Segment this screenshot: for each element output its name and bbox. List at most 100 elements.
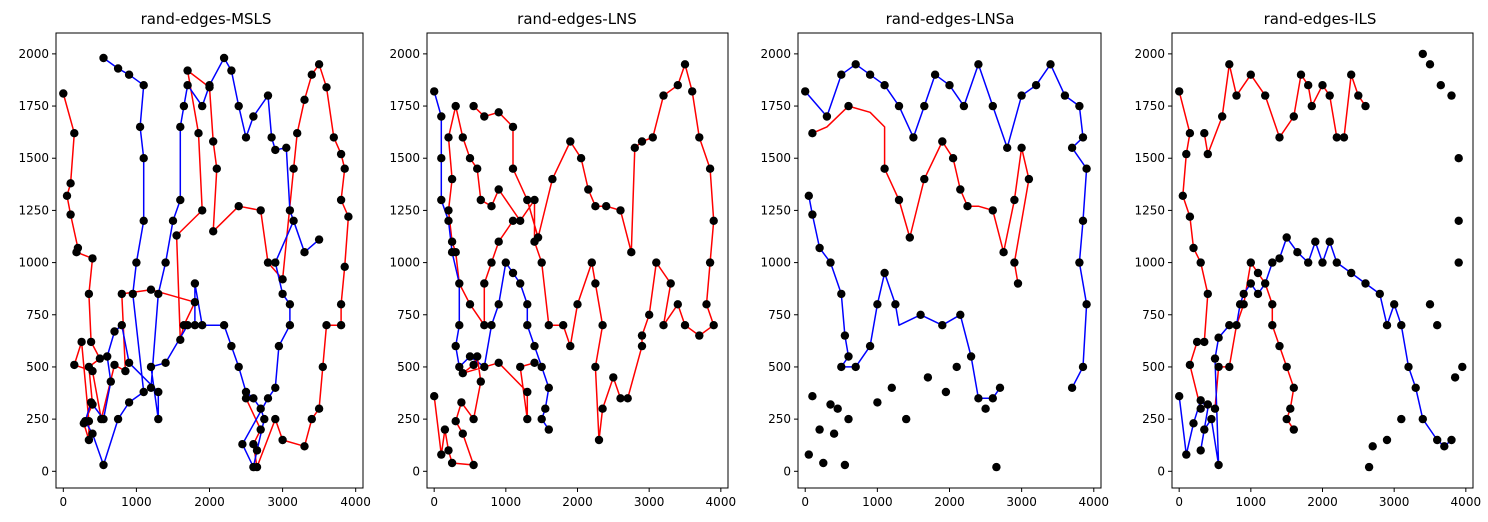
node-point <box>84 435 94 445</box>
node-point <box>476 377 485 386</box>
node-point <box>1447 91 1456 100</box>
node-point <box>476 195 485 205</box>
x-tick-label: 3000 <box>634 495 665 509</box>
node-point <box>516 279 525 288</box>
node-point <box>1261 279 1270 288</box>
node-point <box>956 310 965 319</box>
node-point <box>113 64 123 73</box>
node-point <box>851 362 860 372</box>
node-point <box>124 358 134 367</box>
node-point <box>81 417 90 426</box>
node-point <box>447 174 457 184</box>
node-point <box>1203 149 1213 159</box>
node-point <box>1189 419 1198 428</box>
x-tick-label: 1000 <box>862 495 893 509</box>
y-tick-label: 1250 <box>389 203 420 217</box>
node-point <box>274 341 284 351</box>
node-point <box>591 362 600 372</box>
node-point <box>880 164 889 173</box>
node-point <box>146 383 156 392</box>
x-tick-label: 0 <box>1175 495 1183 509</box>
node-point <box>256 425 265 434</box>
node-point <box>673 300 682 309</box>
node-point <box>336 321 346 330</box>
node-point <box>77 337 86 347</box>
route-segment <box>447 63 715 441</box>
node-point <box>300 95 309 105</box>
node-point <box>307 70 316 79</box>
chart-title: rand-edges-LNS <box>517 10 637 28</box>
node-point <box>516 216 525 225</box>
node-point <box>501 258 510 267</box>
node-point <box>176 335 185 344</box>
node-point <box>627 248 636 257</box>
node-point <box>894 195 904 205</box>
node-point <box>132 258 141 267</box>
node-point <box>963 202 972 211</box>
node-point <box>139 154 148 163</box>
route-segment <box>804 63 1088 389</box>
node-point <box>815 425 824 434</box>
x-tick-label: 2000 <box>562 495 593 509</box>
x-tick-label: 2000 <box>934 495 965 509</box>
node-point <box>916 310 925 319</box>
node-point <box>822 112 832 121</box>
y-tick-label: 0 <box>1157 464 1165 478</box>
node-point <box>609 373 618 382</box>
node-point <box>1397 321 1406 330</box>
y-tick-label: 1000 <box>389 256 420 270</box>
node-point <box>86 337 96 347</box>
node-point <box>1332 133 1342 142</box>
node-point <box>923 373 933 382</box>
node-point <box>999 248 1008 257</box>
node-point <box>314 404 324 413</box>
node-point <box>179 101 189 111</box>
y-tick-label: 500 <box>26 360 49 374</box>
node-point <box>659 91 668 100</box>
y-tick-label: 2000 <box>760 47 791 61</box>
subplot-ils: rand-edges-ILS 0 1000 2000 3000 4000 0 250 500… <box>1134 10 1481 509</box>
node-point <box>1017 91 1026 100</box>
node-point <box>209 137 218 146</box>
x-tick-label: 4000 <box>1451 495 1482 509</box>
node-point <box>1075 258 1084 267</box>
node-point <box>183 81 192 90</box>
node-point <box>451 341 460 351</box>
node-point <box>695 331 704 340</box>
node-point <box>234 101 243 111</box>
y-tick-label: 750 <box>397 308 420 322</box>
node-point <box>873 398 882 407</box>
y-tick-label: 1500 <box>389 151 420 165</box>
node-point <box>523 321 532 330</box>
axes-frame <box>797 32 1102 489</box>
node-point <box>1196 258 1205 267</box>
node-point <box>190 279 200 288</box>
node-point <box>1046 60 1055 69</box>
node-point <box>941 387 951 397</box>
node-point <box>1060 91 1070 100</box>
chart-title: rand-edges-LNSa <box>886 10 1015 28</box>
node-point <box>709 216 718 225</box>
y-tick-label: 1750 <box>1134 99 1165 113</box>
node-point <box>176 195 185 205</box>
node-point <box>1282 233 1291 242</box>
node-point <box>645 310 654 319</box>
node-point <box>300 442 309 451</box>
node-point <box>530 195 539 205</box>
node-point <box>70 360 79 370</box>
node-point <box>840 331 850 340</box>
node-point <box>256 404 265 413</box>
node-point <box>88 254 97 263</box>
node-point <box>829 429 839 438</box>
node-point <box>1275 133 1284 142</box>
node-point <box>1010 258 1019 267</box>
node-point <box>956 185 965 194</box>
node-point <box>851 60 860 69</box>
node-point <box>1196 404 1205 413</box>
node-point <box>190 298 200 307</box>
y-tick-label: 250 <box>397 412 420 426</box>
node-point <box>948 154 958 163</box>
y-axis: 0 250 500 750 1000 1250 1500 1750 2000 <box>760 47 798 478</box>
node-point <box>594 435 604 445</box>
